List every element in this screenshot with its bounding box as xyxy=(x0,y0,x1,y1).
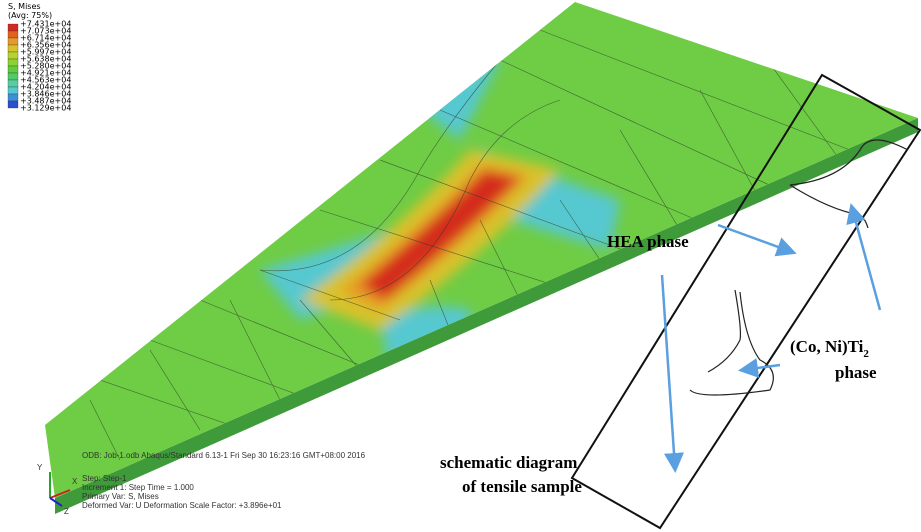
axis-label: Z xyxy=(64,507,69,516)
legend-swatch xyxy=(8,73,18,80)
legend-swatch xyxy=(8,24,18,31)
axis-label: Y xyxy=(37,463,43,472)
info-line: Primary Var: S, Mises xyxy=(82,492,159,501)
schematic-label: schematic diagram xyxy=(440,453,577,472)
legend-swatch xyxy=(8,66,18,73)
compound-label: (Co, Ni)Ti2 xyxy=(790,337,869,360)
legend-swatch xyxy=(8,80,18,87)
legend-swatch xyxy=(8,31,18,38)
info-line: ODB: Job-1.odb Abaqus/Standard 6.13-1 Fr… xyxy=(82,451,366,460)
legend-title: S, Mises xyxy=(8,2,41,11)
schematic-label: of tensile sample xyxy=(462,477,582,496)
legend-swatch xyxy=(8,52,18,59)
legend-label: +3.129e+04 xyxy=(20,104,71,113)
phase-label: phase xyxy=(835,363,877,382)
legend-swatch xyxy=(8,87,18,94)
legend-swatch xyxy=(8,38,18,45)
legend-swatch xyxy=(8,59,18,66)
compound-sub: 2 xyxy=(863,348,869,360)
info-line: Deformed Var: U Deformation Scale Factor… xyxy=(82,501,282,510)
compound-text: (Co, Ni)Ti xyxy=(790,337,864,356)
info-line: Step: Step-1 xyxy=(82,474,127,483)
axis-label: X xyxy=(72,477,78,486)
legend-swatch xyxy=(8,101,18,108)
info-line: Increment 1: Step Time = 1.000 xyxy=(82,483,194,492)
figure: HEA phase (Co, Ni)Ti2 phase schematic di… xyxy=(0,0,921,532)
info: ODB: Job-1.odb Abaqus/Standard 6.13-1 Fr… xyxy=(82,451,366,510)
hea-label: HEA phase xyxy=(607,232,689,251)
legend-swatch xyxy=(8,45,18,52)
legend-swatch xyxy=(8,94,18,101)
legend: S, Mises (Avg: 75%) +7.431e+04+7.073e+04… xyxy=(8,2,71,113)
